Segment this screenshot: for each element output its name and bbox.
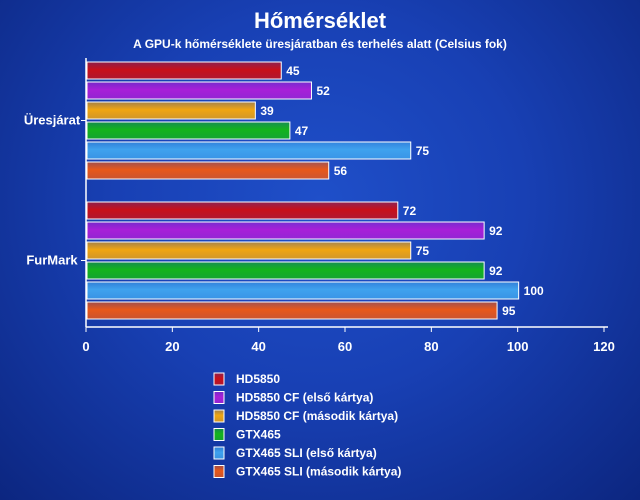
x-tick-label-20: 20 [165,339,179,354]
x-tick-label-80: 80 [424,339,438,354]
bar-furmark-gtx465 [86,261,485,280]
bar-furmark-hd5850-cf-elso-kartya [86,221,485,240]
value-label-furmark-hd5850-cf-elso-kartya: 92 [489,224,503,238]
legend-swatch-gtx465-sli-masodik-kartya [213,465,225,478]
bar-uresjarat-hd5850 [86,61,282,80]
chart-title: Hőmérséklet [254,8,387,33]
bar-furmark-hd5850 [86,201,399,220]
category-label-furmark: FurMark [26,253,78,268]
value-label-furmark-gtx465: 92 [489,264,503,278]
value-label-furmark-gtx465-sli-masodik-kartya: 95 [502,304,516,318]
bar-furmark-hd5850-cf-masodik-kartya [86,241,412,260]
axes-layer: 0 20 40 60 80 100 120 [82,58,615,354]
value-label-uresjarat-gtx465: 47 [295,124,309,138]
bar-furmark-gtx465-sli-masodik-kartya [86,301,498,320]
legend-label-gtx465-sli-elso-kartya: GTX465 SLI (első kártya) [236,446,377,460]
bar-uresjarat-gtx465-sli-elso-kartya [86,141,412,160]
x-tick-label-100: 100 [507,339,529,354]
chart-subtitle: A GPU-k hőmérséklete üresjáratban és ter… [133,37,507,51]
legend-swatch-hd5850-cf-masodik-kartya [213,409,225,423]
legend-swatch-gtx465 [213,428,225,441]
value-label-uresjarat-hd5850-cf-masodik-kartya: 39 [260,104,274,118]
legend-label-hd5850-cf-elso-kartya: HD5850 CF (első kártya) [236,391,373,405]
legend-label-hd5850-cf-masodik-kartya: HD5850 CF (második kártya) [236,409,398,423]
legend-swatch-gtx465-sli-elso-kartya [213,446,225,460]
bar-uresjarat-hd5850-cf-masodik-kartya [86,101,256,120]
legend-label-hd5850: HD5850 [236,372,280,386]
legend-swatch-hd5850-cf-elso-kartya [213,391,225,404]
value-label-uresjarat-gtx465-sli-masodik-kartya: 56 [334,164,348,178]
category-label-uresjarat: Üresjárat [24,113,81,128]
bars-layer: 45 52 39 47 75 56 Üresjárat 72 92 75 92 100 95 FurMar… [24,61,544,320]
bar-uresjarat-gtx465 [86,121,291,140]
value-label-furmark-hd5850-cf-masodik-kartya: 75 [416,244,430,258]
x-tick-label-60: 60 [338,339,352,354]
bar-uresjarat-gtx465-sli-masodik-kartya [86,161,330,180]
value-label-uresjarat-hd5850-cf-elso-kartya: 52 [316,84,330,98]
value-label-furmark-gtx465-sli-elso-kartya: 100 [524,284,544,298]
value-label-furmark-hd5850: 72 [403,204,417,218]
legend-label-gtx465: GTX465 [236,428,281,442]
value-label-uresjarat-gtx465-sli-elso-kartya: 75 [416,144,430,158]
x-tick-label-40: 40 [251,339,265,354]
x-tick-label-0: 0 [82,339,89,354]
bar-furmark-gtx465-sli-elso-kartya [86,281,520,300]
legend-label-gtx465-sli-masodik-kartya: GTX465 SLI (második kártya) [236,465,401,479]
legend: HD5850 HD5850 CF (első kártya) HD5850 CF (… [213,372,401,479]
legend-swatch-hd5850 [213,372,225,386]
x-tick-label-120: 120 [593,339,615,354]
bar-uresjarat-hd5850-cf-elso-kartya [86,81,312,100]
value-label-uresjarat-hd5850: 45 [286,64,300,78]
